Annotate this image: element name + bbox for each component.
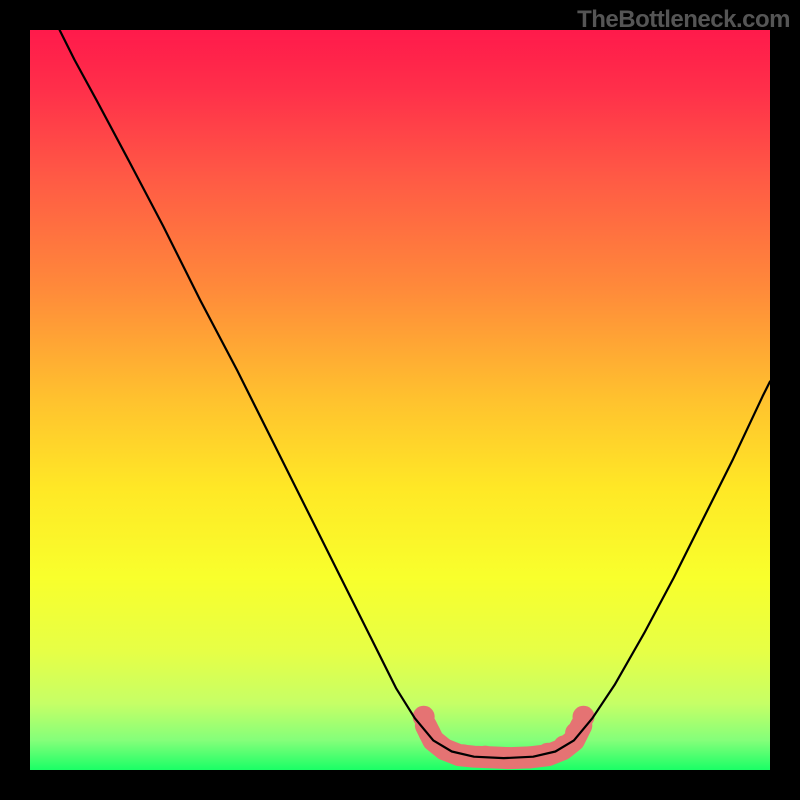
curve-layer: [30, 30, 770, 770]
plot-area: [30, 30, 770, 770]
chart-canvas: TheBottleneck.com: [0, 0, 800, 800]
